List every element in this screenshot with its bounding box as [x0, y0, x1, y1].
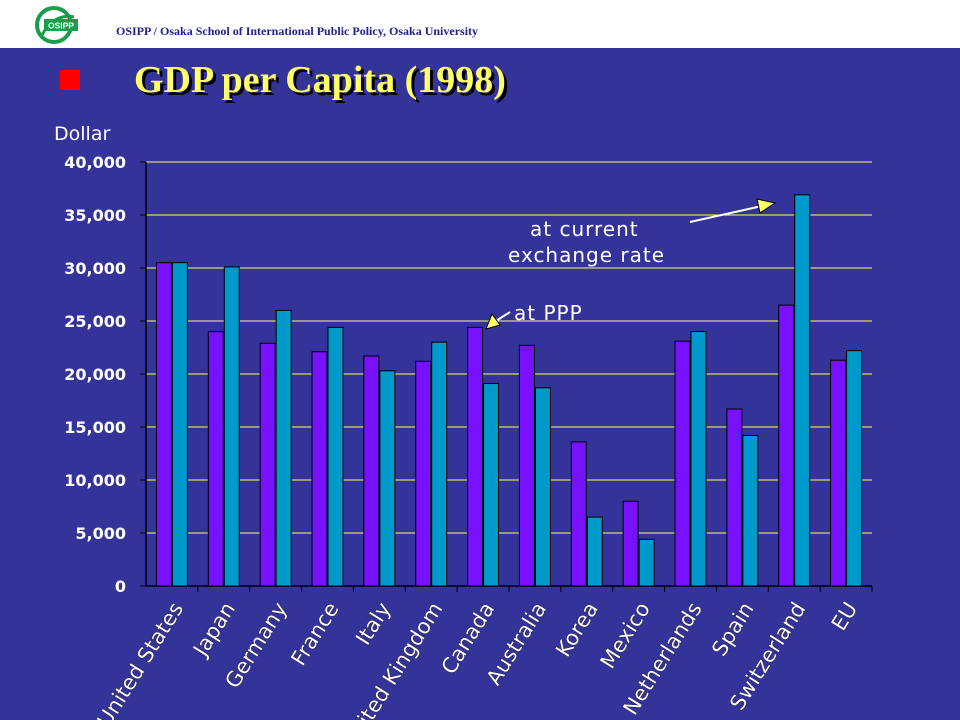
bar-exchange-rate [379, 370, 396, 587]
bar-ppp [726, 408, 743, 587]
x-tick-label: United Kingdom [338, 598, 448, 720]
bar-exchange-rate [327, 326, 344, 587]
slide-title: GDP per Capita (1998) [134, 59, 506, 101]
bar-exchange-rate [483, 383, 500, 587]
annotation-exchange-rate: at current exchange rate [508, 198, 777, 267]
bar-ppp [778, 304, 795, 587]
bar-exchange-rate [638, 538, 655, 587]
bar-exchange-rate [690, 331, 707, 587]
bar-ppp [155, 262, 172, 587]
bar-ppp [467, 326, 484, 587]
x-tick-label: Spain [707, 598, 758, 660]
bar-exchange-rate [171, 262, 188, 587]
x-tick-label: United States [92, 598, 188, 720]
annotation-ppp-arrow-line [495, 311, 511, 322]
bar-exchange-rate [846, 350, 863, 587]
bar-ppp [518, 344, 535, 587]
bullet-square [60, 70, 80, 90]
annotation-exchange-rate-line2: exchange rate [508, 243, 665, 267]
x-tick-label: France [286, 598, 343, 670]
y-tick-label: 40,000 [64, 153, 126, 172]
bar-exchange-rate [586, 516, 603, 587]
x-tick-label: Korea [551, 598, 603, 661]
x-tick-label: EU [827, 598, 863, 635]
bar-ppp [363, 355, 380, 587]
bar-exchange-rate [794, 194, 811, 587]
annotation-ppp-arrowhead [485, 312, 501, 330]
annotation-ppp-text: at PPP [514, 301, 583, 325]
bar-ppp [259, 342, 276, 587]
annotation-exchange-rate-line1: at current [530, 217, 639, 241]
y-tick-label: 25,000 [64, 312, 126, 331]
bars [155, 194, 863, 587]
annotations: at current exchange rate at PPP [485, 198, 777, 330]
bar-ppp [674, 340, 691, 587]
y-tick-labels: 0 5,000 10,000 15,000 20,000 25,000 30,000 35,0… [64, 153, 126, 596]
y-tick-label: 30,000 [64, 259, 126, 278]
logo-text: OSIPP [48, 21, 74, 31]
x-tick-label: Japan [188, 598, 240, 662]
bar-exchange-rate [275, 309, 292, 587]
bar-ppp [622, 500, 639, 587]
y-tick-label: 0 [115, 577, 126, 596]
bar-exchange-rate [742, 434, 759, 587]
bar-ppp [830, 359, 847, 587]
y-tick-label: 10,000 [64, 471, 126, 490]
x-tick-label: Italy [351, 598, 395, 649]
y-tick-label: 20,000 [64, 365, 126, 384]
bar-exchange-rate [223, 266, 240, 587]
annotation-exchange-arrowhead [756, 198, 777, 214]
annotation-ppp: at PPP [485, 301, 583, 330]
bar-ppp [207, 331, 224, 587]
y-tick-label: 15,000 [64, 418, 126, 437]
y-tick-label: 35,000 [64, 206, 126, 225]
bar-exchange-rate [431, 341, 448, 587]
y-tick-label: 5,000 [75, 524, 126, 543]
header-institution: OSIPP / Osaka School of International Pu… [116, 24, 479, 38]
gridlines [146, 161, 872, 534]
bar-ppp [311, 351, 328, 587]
annotation-exchange-arrow-line [689, 205, 763, 223]
bar-ppp [415, 360, 432, 587]
header-band: OSIPP OSIPP / Osaka School of Internatio… [0, 0, 960, 48]
bar-exchange-rate [534, 387, 551, 587]
y-axis-label: Dollar [54, 123, 110, 145]
osipp-logo: OSIPP [35, 6, 78, 44]
bar-ppp [570, 441, 587, 587]
